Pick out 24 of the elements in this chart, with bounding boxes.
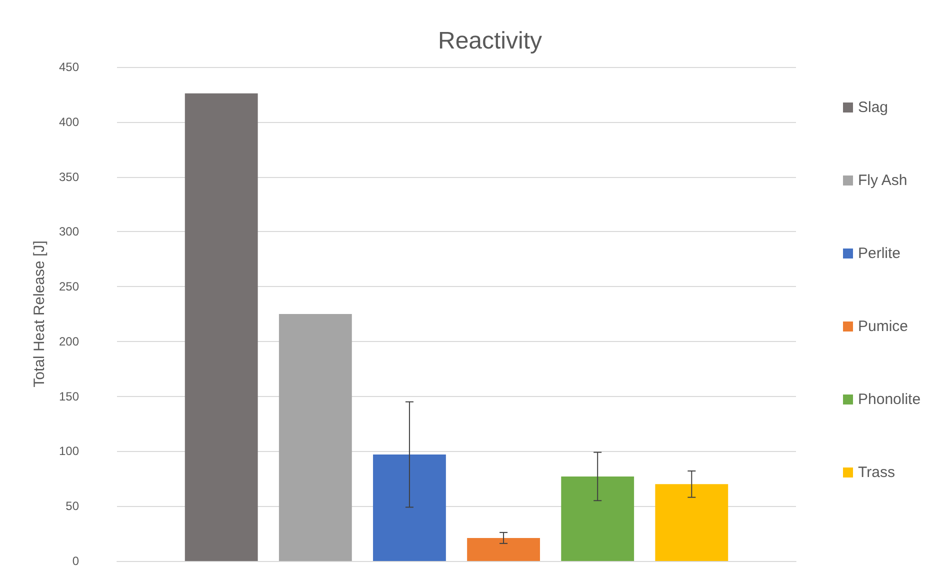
bar (561, 476, 634, 561)
y-tick-label: 450 (58, 60, 80, 74)
legend-label: Slag (858, 99, 888, 116)
y-tick-label: 150 (58, 389, 80, 404)
y-tick-label: 350 (58, 170, 80, 184)
legend-label: Trass (858, 464, 895, 481)
bar (184, 93, 258, 561)
y-tick-label: 250 (58, 280, 80, 294)
bar (373, 454, 446, 561)
legend-label: Perlite (858, 245, 901, 262)
bar (655, 484, 728, 561)
y-axis-title: Total Heat Release [J] (31, 240, 48, 388)
bar (467, 538, 540, 561)
legend-label: Fly Ash (858, 172, 908, 189)
y-tick-label: 300 (58, 224, 80, 239)
y-tick-label: 0 (72, 554, 80, 568)
y-tick-label: 400 (58, 114, 80, 129)
chart-title: Reactivity (438, 28, 542, 54)
y-tick-label: 200 (58, 334, 80, 348)
y-tick-label: 50 (66, 499, 80, 514)
y-tick-label: 100 (58, 444, 80, 458)
legend-label: Pumice (858, 318, 908, 335)
bar (278, 314, 352, 561)
legend-label: Phonolite (858, 391, 921, 408)
